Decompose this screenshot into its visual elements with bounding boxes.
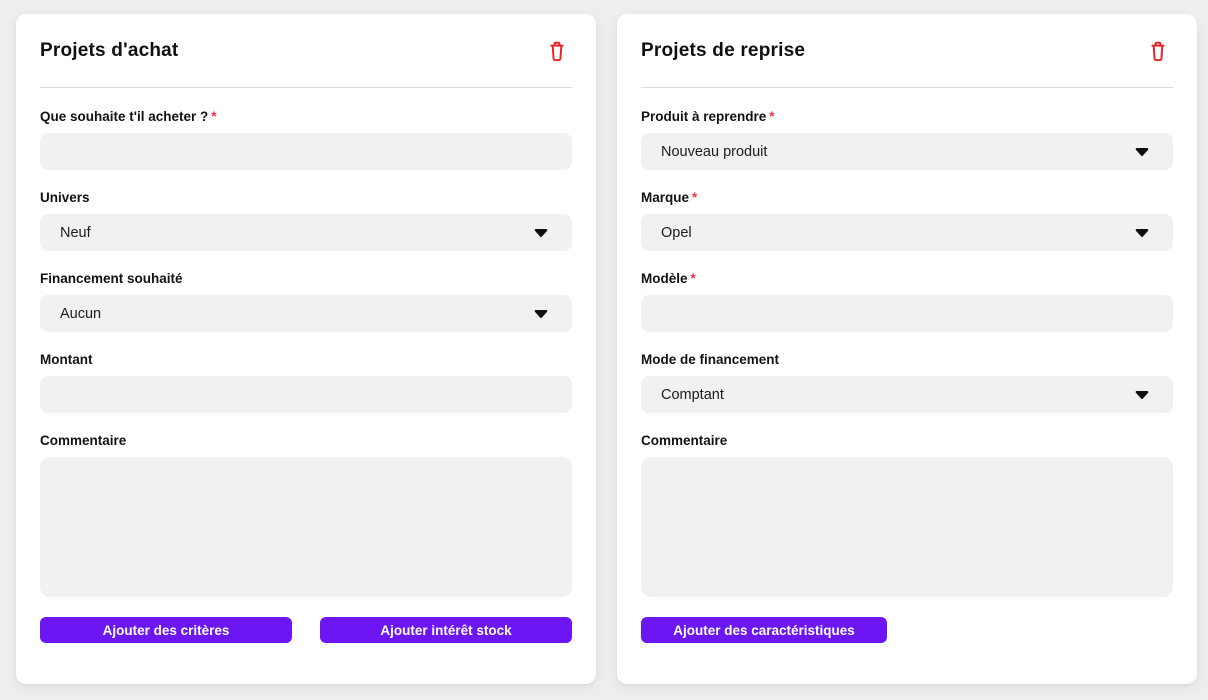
field-marque-label: Marque * xyxy=(641,190,698,205)
field-montant-label: Montant xyxy=(40,352,93,367)
produit-a-reprendre-select-value: Nouveau produit xyxy=(661,143,768,160)
field-modele-label: Modèle * xyxy=(641,271,696,286)
field-produit-a-reprendre-label: Produit à reprendre * xyxy=(641,109,775,124)
field-marque: Marque * Opel xyxy=(641,190,1173,251)
chevron-down-icon xyxy=(1135,390,1149,399)
purchase-card-header: Projets d'achat xyxy=(40,40,572,62)
field-mode-financement-label: Mode de financement xyxy=(641,352,780,367)
required-asterisk: * xyxy=(690,271,696,286)
chevron-down-icon xyxy=(534,228,548,237)
chevron-down-icon xyxy=(1135,228,1149,237)
field-commentaire-reprise: Commentaire xyxy=(641,433,1173,597)
field-what-to-buy-label: Que souhaite t'il acheter ? * xyxy=(40,109,217,124)
marque-select[interactable]: Opel xyxy=(641,214,1173,251)
commentaire-reprise-textarea[interactable] xyxy=(641,457,1173,597)
delete-purchase-project-button[interactable] xyxy=(548,41,566,62)
modele-input[interactable] xyxy=(641,295,1173,332)
univers-select-value: Neuf xyxy=(60,224,91,241)
tradein-card-header: Projets de reprise xyxy=(641,40,1173,62)
purchase-card-title: Projets d'achat xyxy=(40,40,179,61)
what-to-buy-input[interactable] xyxy=(40,133,572,170)
univers-select[interactable]: Neuf xyxy=(40,214,572,251)
financement-select[interactable]: Aucun xyxy=(40,295,572,332)
trash-icon xyxy=(548,41,566,65)
field-financement: Financement souhaité Aucun xyxy=(40,271,572,332)
commentaire-achat-textarea[interactable] xyxy=(40,457,572,597)
field-univers: Univers Neuf xyxy=(40,190,572,251)
field-produit-a-reprendre: Produit à reprendre * Nouveau produit xyxy=(641,109,1173,170)
required-asterisk: * xyxy=(211,109,217,124)
trash-icon xyxy=(1149,41,1167,65)
required-asterisk: * xyxy=(692,190,698,205)
montant-input[interactable] xyxy=(40,376,572,413)
header-divider xyxy=(40,87,572,88)
purchase-card-actions: Ajouter des critères Ajouter intérêt sto… xyxy=(40,617,572,643)
financement-select-value: Aucun xyxy=(60,305,102,322)
produit-a-reprendre-select[interactable]: Nouveau produit xyxy=(641,133,1173,170)
field-financement-label: Financement souhaité xyxy=(40,271,183,286)
mode-financement-select[interactable]: Comptant xyxy=(641,376,1173,413)
delete-tradein-project-button[interactable] xyxy=(1149,41,1167,62)
field-commentaire-achat: Commentaire xyxy=(40,433,572,597)
tradein-card-title: Projets de reprise xyxy=(641,40,806,61)
header-divider xyxy=(641,87,1173,88)
tradein-card-actions: Ajouter des caractéristiques xyxy=(641,617,1173,643)
tradein-projects-card: Projets de reprise Produit à reprendre * … xyxy=(617,14,1197,684)
field-what-to-buy: Que souhaite t'il acheter ? * xyxy=(40,109,572,170)
field-commentaire-achat-label: Commentaire xyxy=(40,433,127,448)
chevron-down-icon xyxy=(1135,147,1149,156)
add-characteristics-button[interactable]: Ajouter des caractéristiques xyxy=(641,617,887,643)
field-montant: Montant xyxy=(40,352,572,413)
field-modele: Modèle * xyxy=(641,271,1173,332)
add-stock-interest-button[interactable]: Ajouter intérêt stock xyxy=(320,617,572,643)
marque-select-value: Opel xyxy=(661,224,692,241)
add-criteria-button[interactable]: Ajouter des critères xyxy=(40,617,292,643)
mode-financement-select-value: Comptant xyxy=(661,386,724,403)
field-univers-label: Univers xyxy=(40,190,90,205)
chevron-down-icon xyxy=(534,309,548,318)
field-commentaire-reprise-label: Commentaire xyxy=(641,433,728,448)
field-mode-financement: Mode de financement Comptant xyxy=(641,352,1173,413)
purchase-projects-card: Projets d'achat Que souhaite t'il achete… xyxy=(16,14,596,684)
required-asterisk: * xyxy=(769,109,775,124)
